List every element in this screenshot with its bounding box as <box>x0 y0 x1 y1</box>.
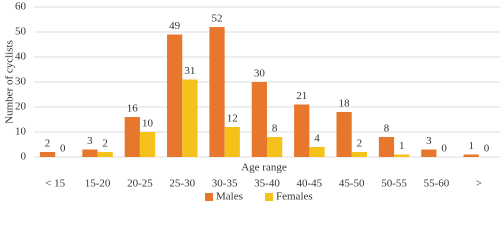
y-tick-label: 50 <box>15 26 27 38</box>
data-label: 21 <box>296 90 307 102</box>
data-label: 2 <box>45 138 51 150</box>
data-label: 30 <box>254 68 266 80</box>
x-axis-label: Age range <box>241 162 287 174</box>
data-label: 1 <box>468 140 474 152</box>
y-tick-label: 30 <box>15 76 27 88</box>
bar <box>39 152 56 157</box>
data-label: 31 <box>184 65 195 77</box>
data-label: 8 <box>272 123 278 135</box>
data-label: 49 <box>169 20 181 32</box>
x-tick-label: < 15 <box>45 178 65 190</box>
y-tick-label: 40 <box>15 51 27 63</box>
legend-swatch <box>265 193 273 201</box>
chart: Number of cyclists Age range 01020304050… <box>4 1 500 203</box>
bar <box>82 149 98 157</box>
x-tick-label: 35-40 <box>254 178 280 190</box>
bar <box>267 137 283 157</box>
bar <box>209 27 225 157</box>
data-label: 1 <box>399 140 405 152</box>
bar <box>421 149 437 157</box>
data-label: 3 <box>426 135 432 147</box>
data-label: 2 <box>357 138 363 150</box>
legend-label: Males <box>216 191 243 203</box>
legend-swatch <box>205 193 213 201</box>
bar <box>139 132 156 157</box>
x-tick-label: > <box>476 178 482 190</box>
data-label: 3 <box>87 135 93 147</box>
data-label: 0 <box>484 143 490 155</box>
bar <box>224 127 240 157</box>
bar <box>182 79 198 157</box>
data-label: 8 <box>384 123 390 135</box>
data-label: 2 <box>102 138 108 150</box>
data-label: 52 <box>212 13 223 25</box>
bar <box>294 104 310 157</box>
bar <box>378 137 395 157</box>
x-tick-label: 30-35 <box>212 178 238 190</box>
y-tick-label: 0 <box>21 151 27 163</box>
y-tick-label: 20 <box>15 101 27 113</box>
bar <box>124 117 140 157</box>
y-tick-label: 10 <box>15 126 27 138</box>
y-axis-label: Number of cyclists <box>4 40 16 124</box>
data-label: 18 <box>339 98 351 110</box>
x-tick-label: 25-30 <box>169 178 195 190</box>
bar <box>394 154 410 157</box>
data-label: 0 <box>441 143 447 155</box>
x-tick-label: 15-20 <box>85 178 111 190</box>
bar <box>97 152 113 157</box>
bar <box>309 147 325 157</box>
data-label: 0 <box>60 143 66 155</box>
y-tick-label: 60 <box>15 1 27 13</box>
x-tick-label: 50-55 <box>381 178 407 190</box>
legend-label: Females <box>276 191 313 203</box>
bar <box>251 82 267 157</box>
bar <box>167 34 183 157</box>
bar <box>463 154 479 157</box>
data-label: 12 <box>227 113 238 125</box>
data-label: 16 <box>127 103 139 115</box>
x-tick-label: 55-60 <box>424 178 450 190</box>
data-label: 10 <box>142 118 154 130</box>
x-tick-label: 40-45 <box>297 178 323 190</box>
bar <box>336 112 352 157</box>
data-label: 4 <box>314 133 320 145</box>
bar <box>351 152 367 157</box>
x-tick-label: 20-25 <box>127 178 153 190</box>
x-tick-label: 45-50 <box>339 178 365 190</box>
